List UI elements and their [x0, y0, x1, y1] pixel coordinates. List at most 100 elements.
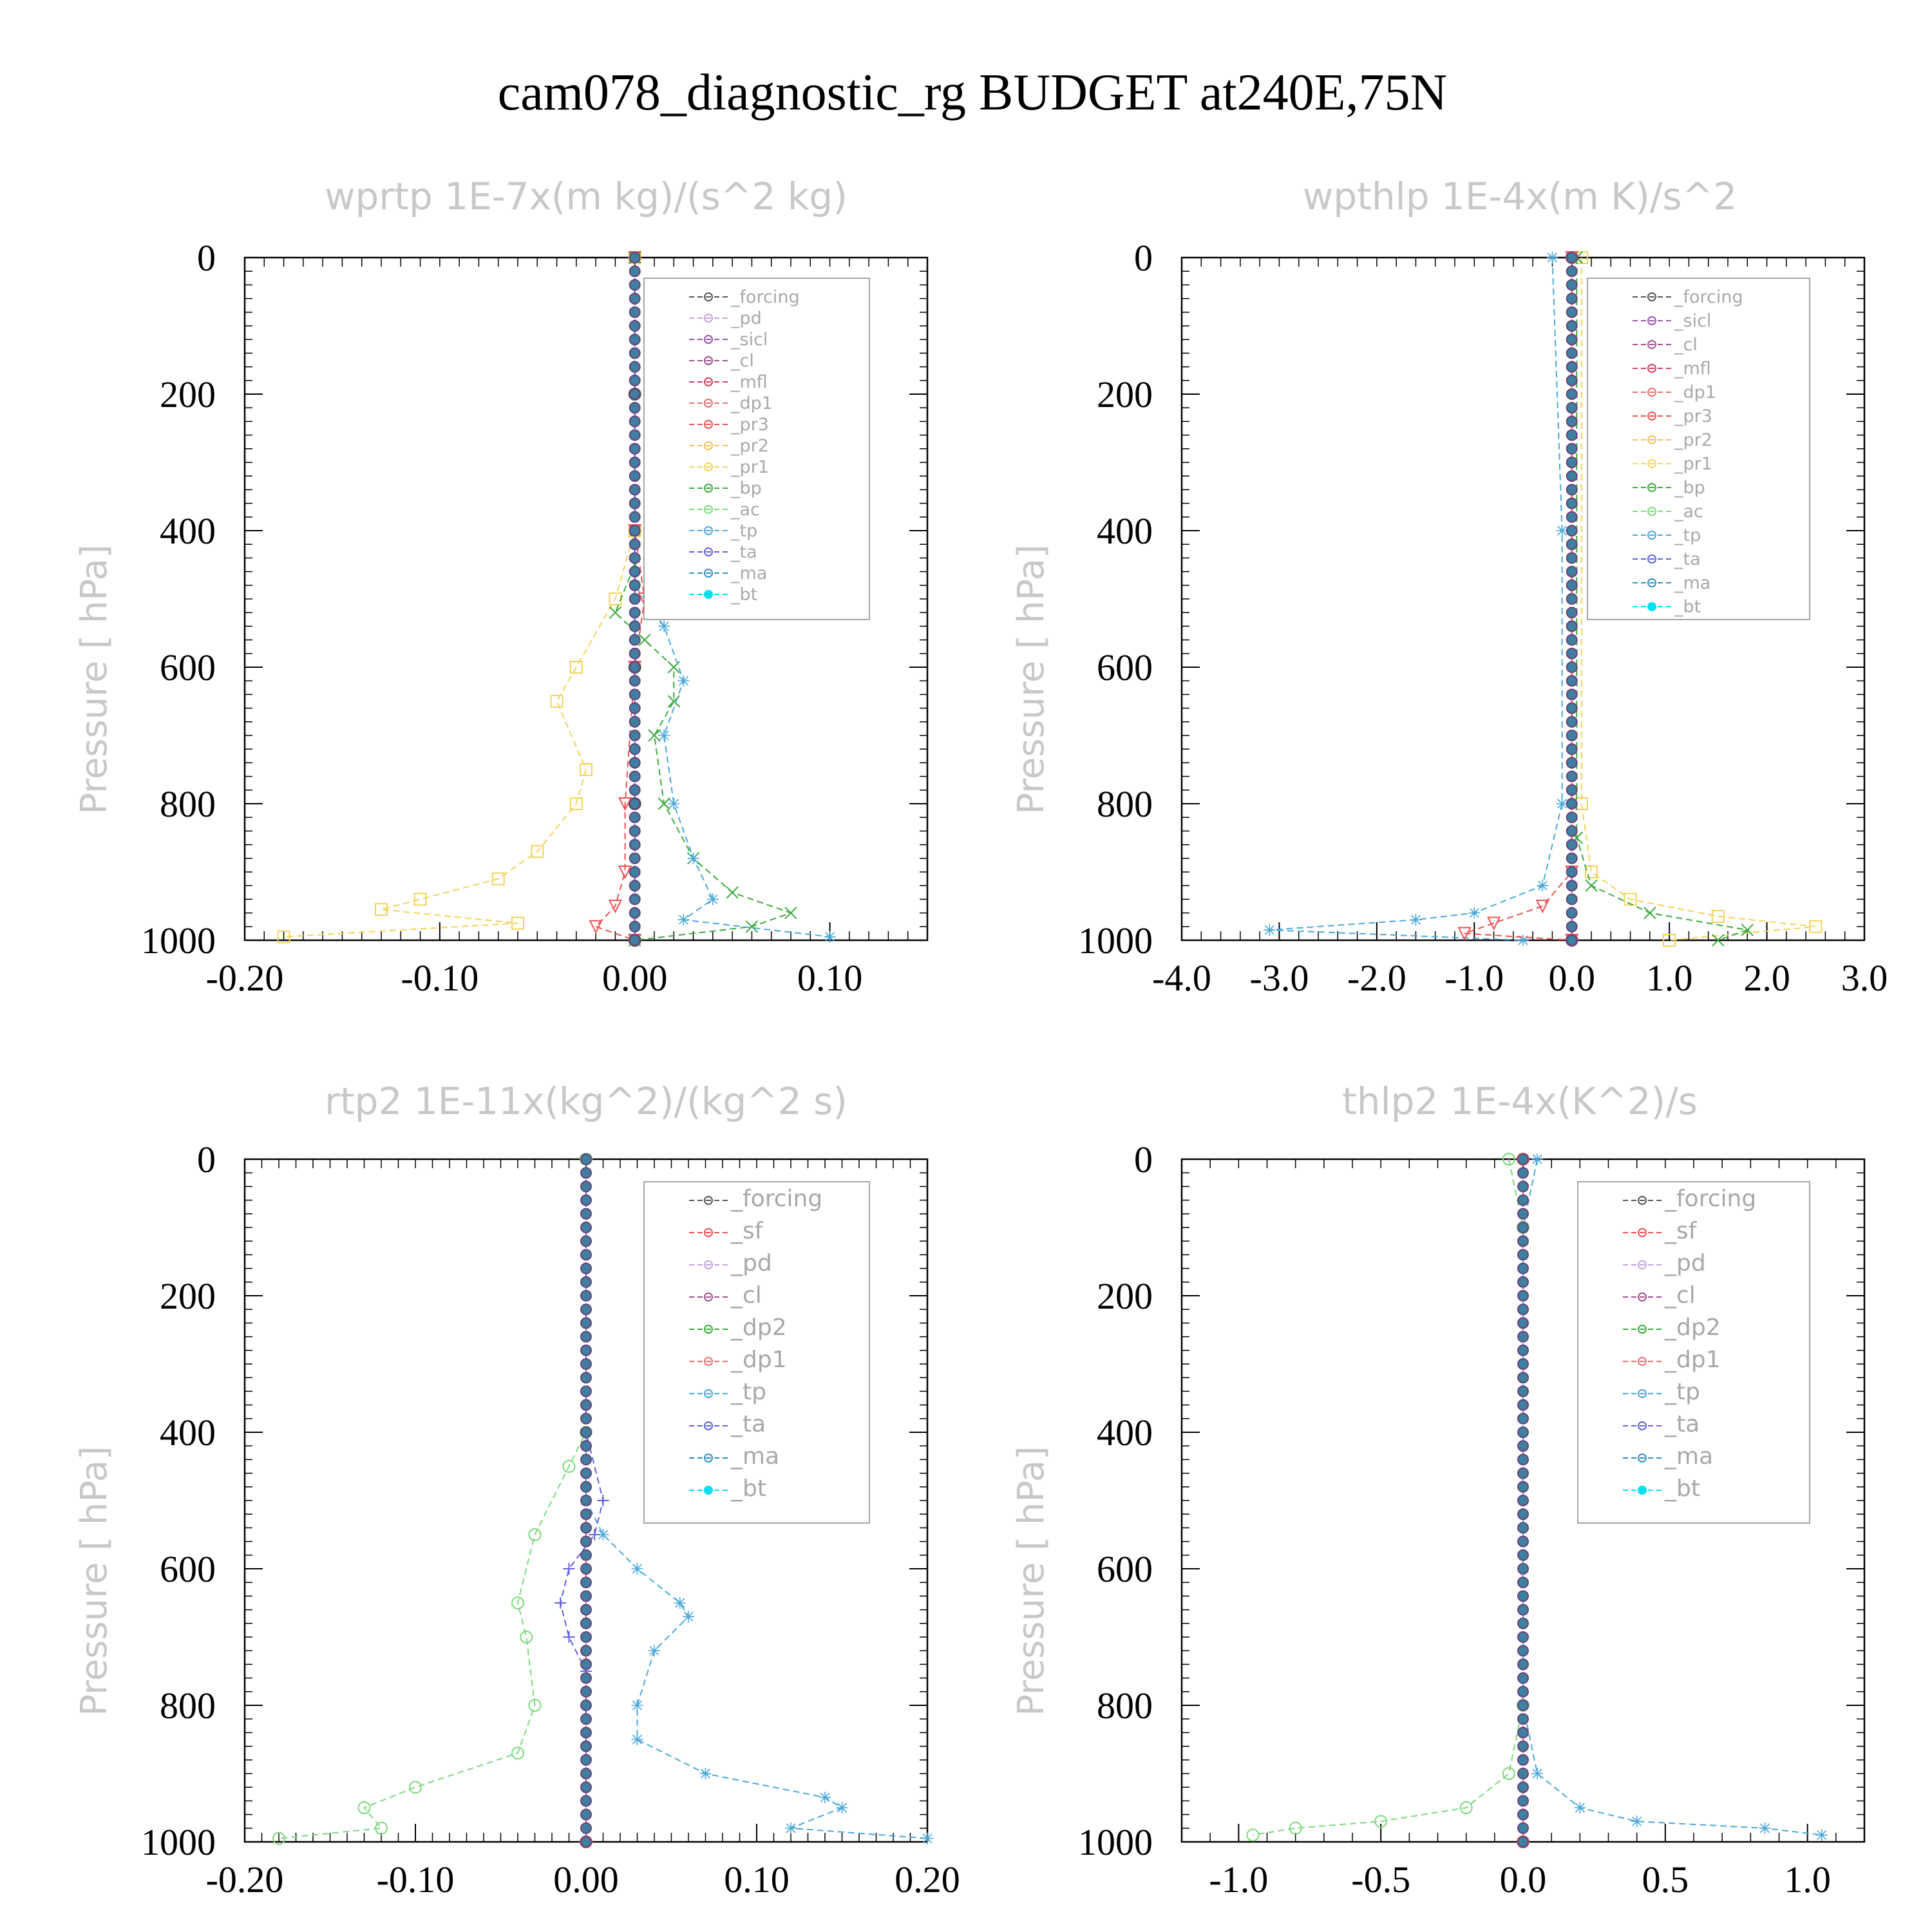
zero-line-point — [629, 429, 641, 441]
legend-entry: _forcing — [730, 287, 800, 307]
legend-entry: _ta — [730, 542, 757, 562]
zero-line-point — [1566, 770, 1578, 782]
data-point — [1815, 1829, 1828, 1841]
legend-marker — [1647, 578, 1656, 587]
zero-line-point — [580, 1167, 592, 1179]
x-tick-label: -0.10 — [377, 1859, 455, 1900]
data-point — [1486, 916, 1501, 931]
zero-line-point — [1517, 1740, 1529, 1752]
legend-entry: _cl — [1674, 335, 1698, 355]
data-point — [569, 797, 583, 810]
legend-entry: _dp1 — [1674, 383, 1716, 402]
legend-marker — [704, 547, 713, 556]
legend-box — [643, 278, 870, 620]
data-point — [618, 866, 632, 880]
panel-title: rtp2 1E-11x(kg^2)/(kg^2 s) — [325, 1079, 848, 1123]
zero-line-point — [1566, 347, 1578, 359]
zero-line-point — [580, 1822, 592, 1834]
zero-line-point — [1566, 579, 1578, 591]
data-point — [1502, 1767, 1515, 1780]
zero-line-point — [1517, 1208, 1529, 1220]
legend-marker — [704, 1293, 713, 1302]
legend-entry: _bp — [1674, 478, 1705, 498]
zero-line-point — [1517, 1440, 1529, 1452]
series-line — [585, 1159, 928, 1839]
data-point — [699, 1768, 712, 1779]
legend-marker — [704, 399, 713, 408]
y-tick-label: 0 — [1134, 237, 1153, 279]
zero-line-point — [1566, 538, 1578, 551]
x-tick-label: -0.20 — [206, 1859, 284, 1900]
zero-line-point — [1517, 1412, 1529, 1425]
y-tick-label: 800 — [160, 1685, 216, 1727]
zero-line-point — [629, 457, 641, 468]
zero-line-point — [1566, 470, 1578, 482]
zero-line-point — [629, 770, 641, 782]
zero-line-point — [1566, 620, 1578, 632]
data-point — [677, 914, 690, 926]
zero-line-point — [1517, 1358, 1529, 1370]
data-point — [1546, 252, 1558, 263]
data-point — [1502, 1153, 1515, 1166]
legend-marker — [1647, 483, 1656, 492]
legend-marker — [1638, 1260, 1647, 1269]
legend-marker — [704, 1421, 713, 1430]
legend-marker — [1638, 1357, 1647, 1366]
zero-line-point — [1517, 1563, 1529, 1575]
zero-line-point — [1566, 715, 1578, 728]
data-point — [687, 852, 699, 864]
data-point — [277, 930, 290, 943]
legend-entry: _ma — [1674, 573, 1710, 593]
legend-marker — [704, 420, 713, 429]
zero-line-point — [580, 1808, 592, 1821]
zero-line-point — [629, 265, 641, 278]
zero-line-point — [1566, 552, 1578, 564]
zero-line-point — [1517, 1222, 1529, 1233]
series-line — [1576, 258, 1750, 941]
zero-line-point — [1566, 920, 1578, 933]
legend-entry: _mfl — [730, 372, 768, 392]
data-point — [658, 620, 670, 632]
zero-line-point — [1517, 1685, 1529, 1698]
zero-line-point — [580, 1249, 592, 1261]
data-point — [1624, 893, 1637, 906]
data-point — [836, 1802, 848, 1814]
zero-line-point — [629, 306, 641, 318]
legend-marker — [704, 590, 713, 599]
x-tick-label: -4.0 — [1152, 957, 1211, 999]
data-point — [668, 798, 680, 810]
legend-entry: _forcing — [1664, 1186, 1756, 1212]
y-axis-label: Pressure [ hPa] — [73, 1446, 115, 1716]
data-point — [409, 1781, 422, 1794]
x-tick-label: 2.0 — [1743, 957, 1790, 999]
data-point — [550, 695, 564, 708]
legend-entry: _tp — [1664, 1379, 1700, 1405]
legend-entry: _pr1 — [1674, 454, 1712, 474]
zero-line-point — [629, 415, 641, 428]
zero-line-point — [629, 579, 641, 591]
data-point — [1759, 1822, 1771, 1834]
zero-line-point — [629, 907, 641, 919]
zero-line-point — [629, 442, 641, 455]
zero-line-point — [1517, 1167, 1529, 1179]
legend-marker — [1638, 1389, 1647, 1398]
legend-entry: _mfl — [1674, 359, 1711, 379]
plot-area: -4.0 -3.0 -2.0 -1.0 0.0 1.0 2.0 3.0 0 200 400 600 80… — [1078, 237, 1888, 999]
zero-line-point — [629, 811, 641, 824]
zero-line-point — [1517, 1768, 1529, 1779]
series-line — [560, 1159, 604, 1842]
zero-line-point — [1517, 1617, 1529, 1629]
zero-line-point — [1566, 511, 1578, 523]
y-tick-label: 600 — [160, 1548, 216, 1590]
zero-line-point — [1517, 1153, 1529, 1165]
zero-line-point — [580, 1331, 592, 1343]
data-point — [272, 1832, 285, 1845]
legend-entry: _pr2 — [1674, 430, 1712, 450]
y-tick-label: 200 — [1097, 1275, 1153, 1317]
data-point — [785, 1822, 797, 1834]
zero-line-point — [1566, 907, 1578, 919]
zero-line-point — [629, 702, 641, 714]
zero-line-point — [629, 374, 641, 386]
legend-marker — [704, 1486, 713, 1495]
zero-line-point — [1566, 334, 1578, 346]
